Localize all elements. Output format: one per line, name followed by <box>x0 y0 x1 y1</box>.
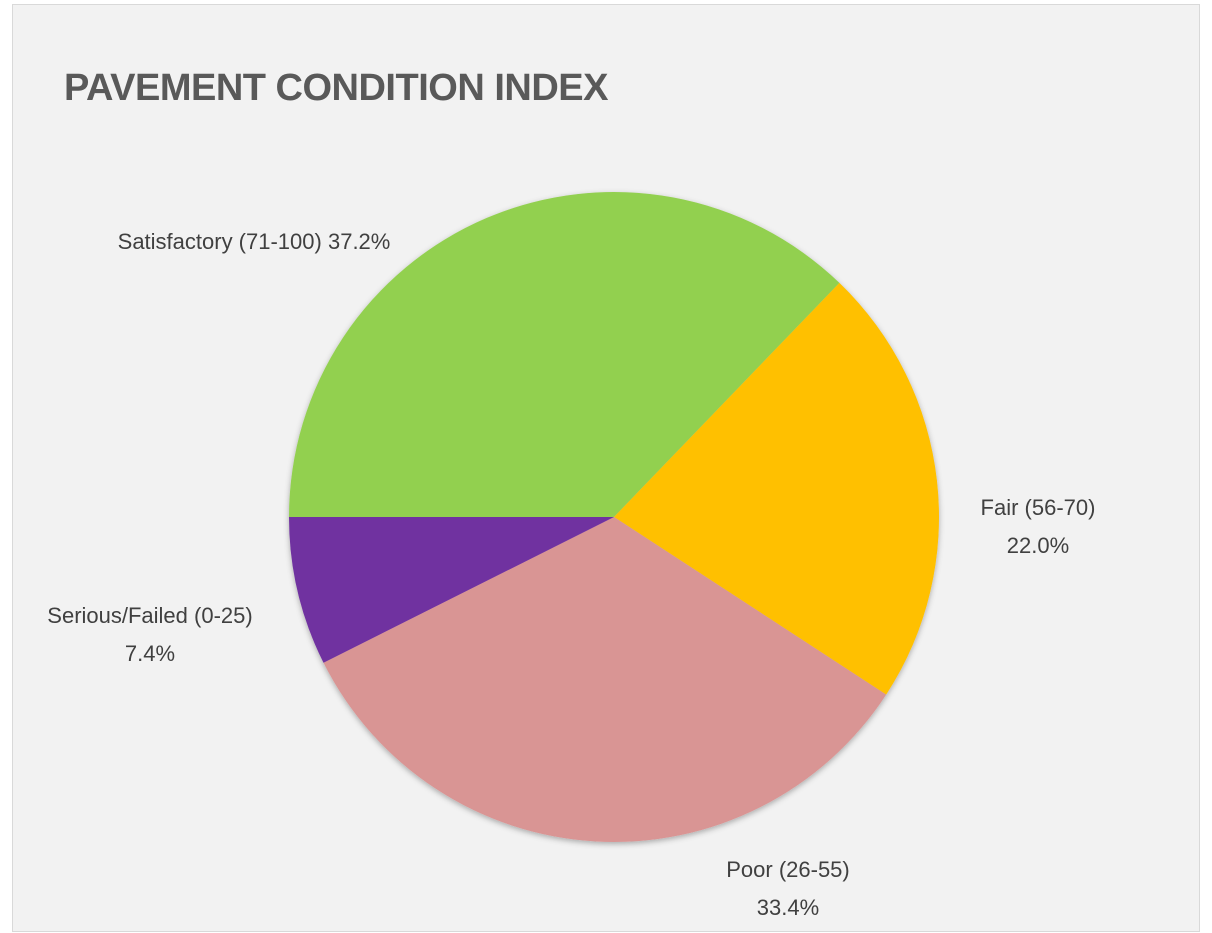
slice-label: Serious/Failed (0-25) 7.4% <box>45 597 255 673</box>
slice-label: Poor (26-55) 33.4% <box>693 851 883 927</box>
category-label: Fair (56-70) <box>980 495 1096 520</box>
pie-canvas <box>289 191 939 842</box>
slice-label: Satisfactory (71-100) 37.2% <box>104 223 404 261</box>
value-label: 7.4% <box>124 641 176 666</box>
chart-area: PAVEMENT CONDITION INDEX Satisfactory (7… <box>12 4 1200 932</box>
slice-label: Fair (56-70) 22.0% <box>976 489 1101 565</box>
value-label: 33.4% <box>756 895 820 920</box>
value-label: 22.0% <box>1006 533 1070 558</box>
pie-slice <box>289 191 840 517</box>
pie-slice <box>614 282 939 695</box>
value-label: 37.2% <box>327 229 391 254</box>
category-label: Satisfactory (71-100) <box>117 229 322 254</box>
pie-slice <box>289 517 614 663</box>
category-label: Poor (26-55) <box>726 857 850 882</box>
category-label: Serious/Failed (0-25) <box>47 603 253 628</box>
pie <box>289 191 939 842</box>
pie-slice <box>323 517 887 842</box>
chart-title: PAVEMENT CONDITION INDEX <box>64 67 608 109</box>
